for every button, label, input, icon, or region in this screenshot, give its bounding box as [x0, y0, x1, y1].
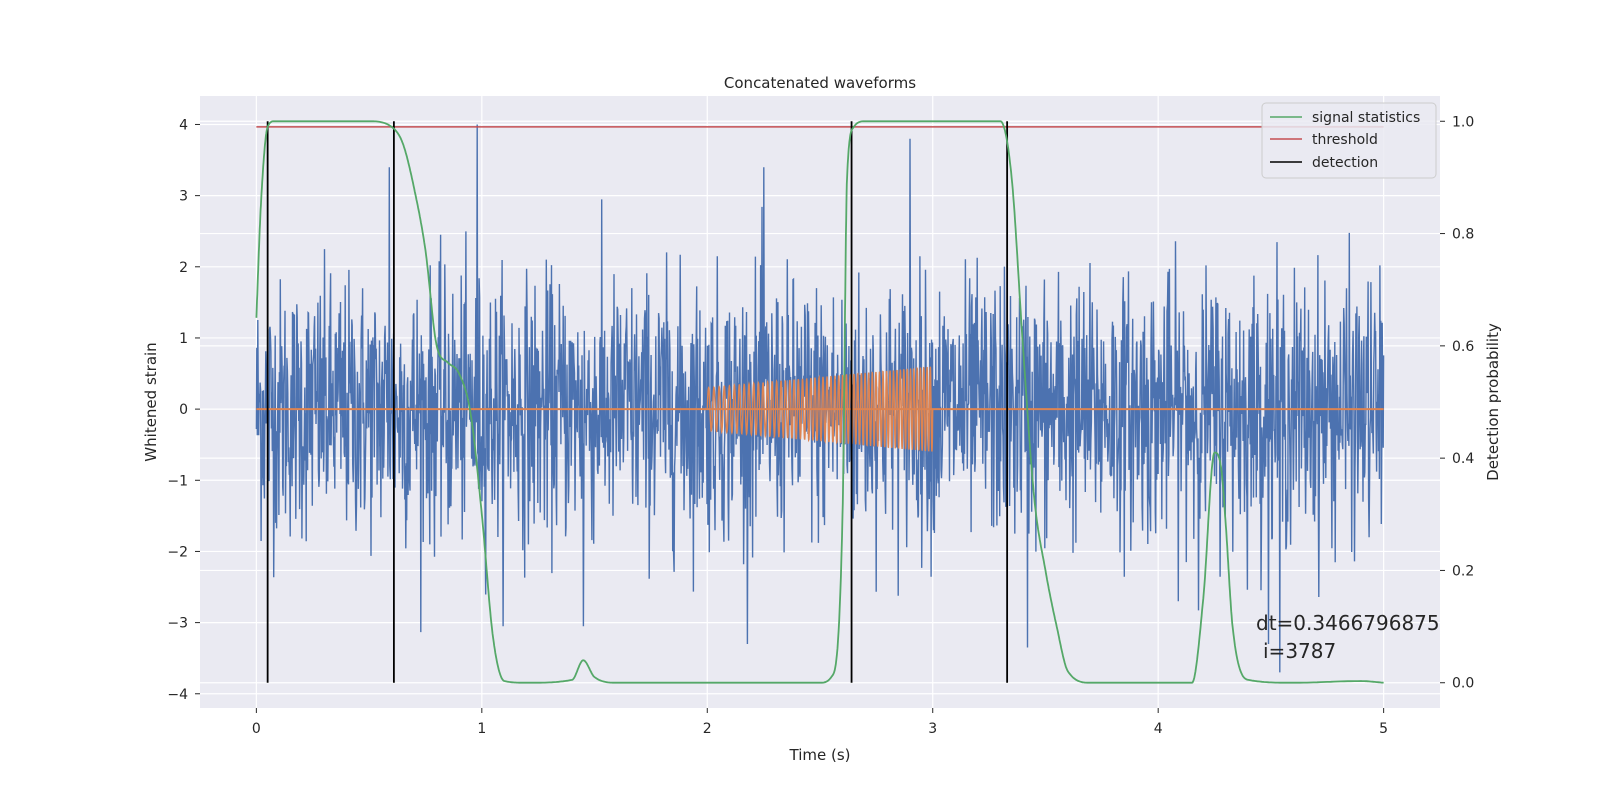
y-tick-label-left: 0 — [179, 402, 188, 418]
y-tick-label-left: 4 — [179, 117, 188, 133]
y-tick-label-right: 0.4 — [1452, 451, 1474, 467]
legend-box — [1261, 102, 1437, 179]
y-tick-label-left: −3 — [167, 616, 188, 632]
y-tick-label-left: −1 — [167, 473, 188, 489]
template-chirp-line — [706, 366, 934, 452]
template-layer — [256, 366, 1384, 452]
annotation-dt: dt=0.3466796875 — [1256, 611, 1440, 635]
y-axis-label-right: Detection probability — [1484, 323, 1502, 481]
legend-label-detection: detection — [1312, 155, 1378, 171]
detection-layer — [266, 121, 1009, 683]
y-tick-label-right: 0.2 — [1452, 563, 1474, 579]
legend-label-threshold: threshold — [1312, 132, 1378, 148]
x-tick-label: 0 — [252, 721, 261, 737]
x-tick-label: 5 — [1379, 721, 1388, 737]
annotation: dt=0.3466796875 i=3787 — [1256, 611, 1440, 663]
y-tick-label-right: 0.8 — [1452, 227, 1474, 243]
y-tick-label-left: 2 — [179, 260, 188, 276]
y-axis-label-left: Whitened strain — [142, 342, 160, 461]
signal-statistics-line — [255, 120, 1384, 684]
x-tick-label: 3 — [928, 721, 937, 737]
x-tick-label: 4 — [1154, 721, 1163, 737]
y-tick-label-right: 0.0 — [1452, 676, 1474, 692]
y-tick-label-left: −2 — [167, 544, 188, 560]
signal-statistics-layer — [255, 120, 1384, 684]
y-tick-label-left: −4 — [167, 687, 188, 703]
x-axis-label: Time (s) — [789, 746, 851, 764]
y-tick-label-right: 0.6 — [1452, 339, 1474, 355]
tick-layer: 0 1 2 3 4 5 4 3 2 1 0 −1 −2 −3 −4 1.0 0.8 0.6 0.4 0.2 0.0 — [167, 114, 1474, 737]
legend: signal statistics threshold detection — [1261, 102, 1437, 179]
y-tick-label-left: 1 — [179, 331, 188, 347]
y-tick-label-right: 1.0 — [1452, 114, 1474, 130]
chart-title: Concatenated waveforms — [724, 74, 916, 92]
x-tick-label: 2 — [703, 721, 712, 737]
x-tick-label: 1 — [477, 721, 486, 737]
annotation-i: i=3787 — [1263, 639, 1336, 663]
y-tick-label-left: 3 — [179, 189, 188, 205]
legend-label-signal-statistics: signal statistics — [1312, 110, 1420, 126]
